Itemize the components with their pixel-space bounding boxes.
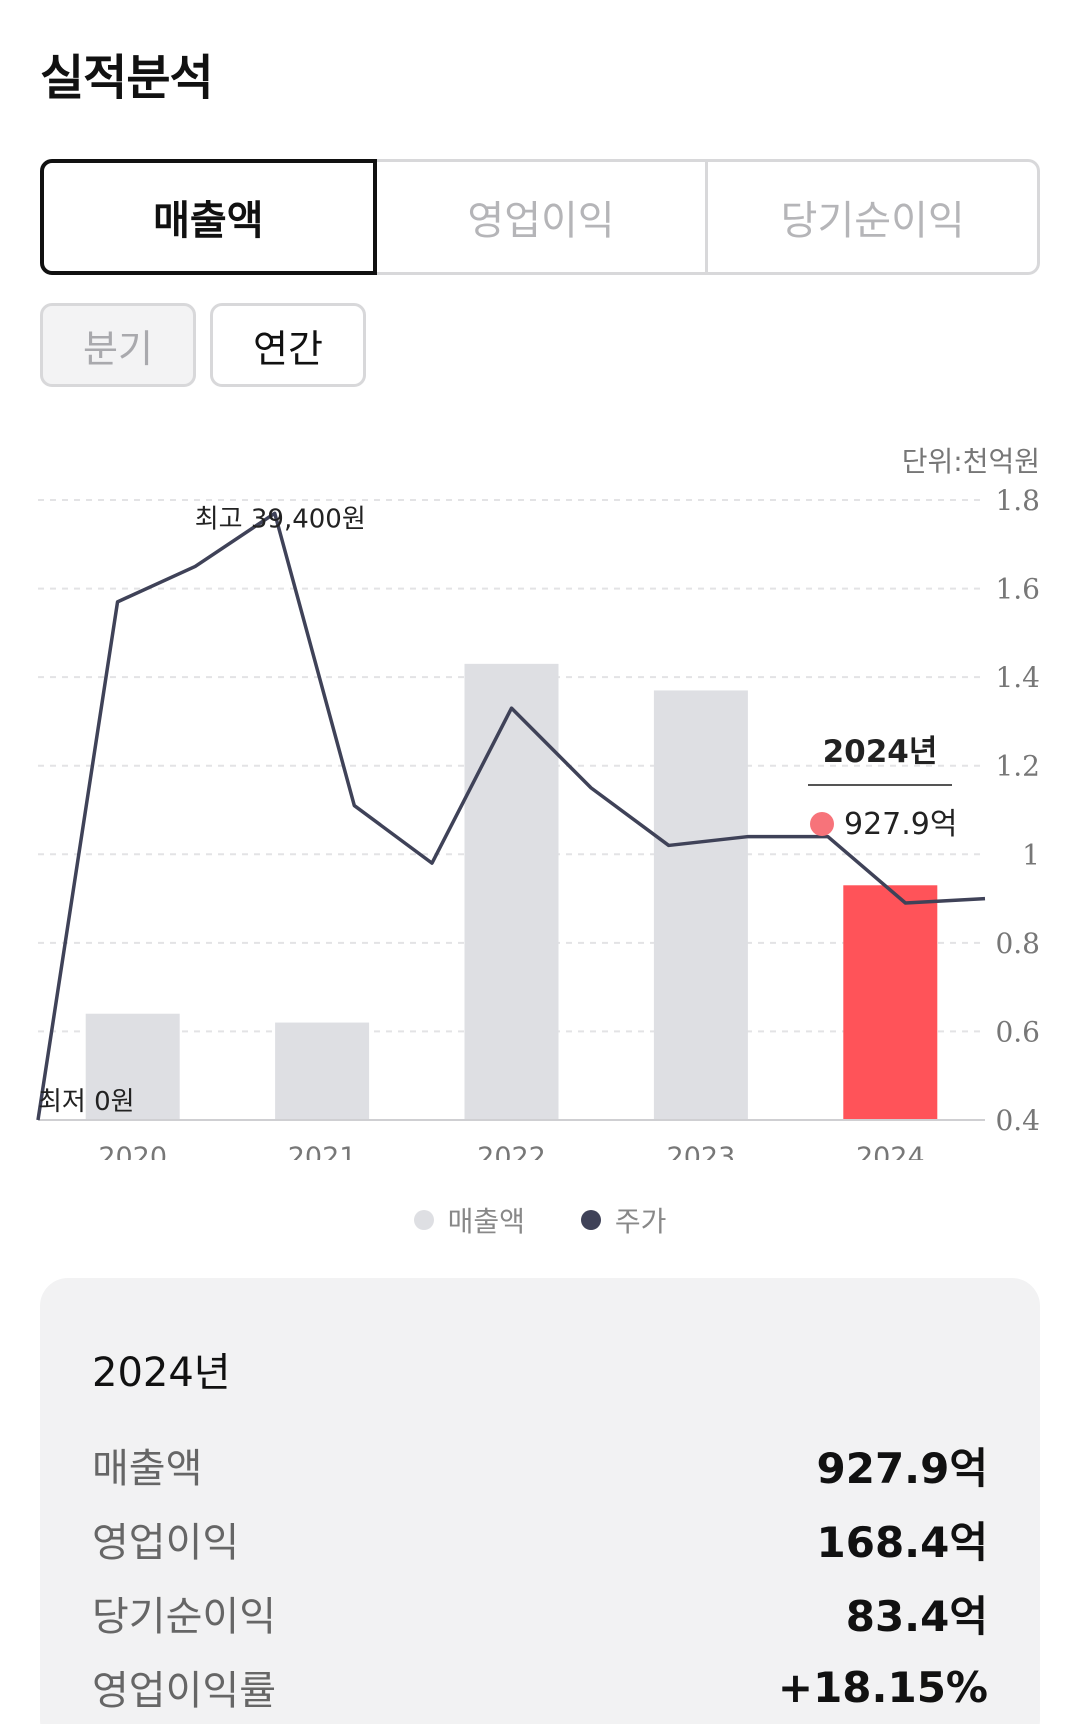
y-tick-label: 1.8 — [995, 484, 1040, 517]
summary-value: 927.9억 — [816, 1443, 989, 1493]
price-line — [36, 511, 986, 1121]
bar-2023 — [653, 690, 748, 1120]
x-tick-label: 2024 — [856, 1142, 925, 1160]
y-tick-label: 1.4 — [995, 661, 1040, 694]
tab-quarterly[interactable]: 분기 — [40, 303, 196, 387]
summary-value: 168.4억 — [816, 1517, 989, 1567]
y-tick-label: 0.4 — [995, 1104, 1040, 1137]
min-price-label: 최저 0원 — [38, 1087, 135, 1117]
bar-2024 — [843, 885, 938, 1120]
legend-price-label: 주가 — [614, 1205, 667, 1238]
legend-revenue-dot — [413, 1210, 434, 1230]
tooltip-dot — [810, 812, 834, 836]
summary-year: 2024년 — [92, 1350, 231, 1396]
unit-label: 단위:천억원 — [901, 445, 1040, 478]
x-tick-label: 2020 — [98, 1142, 167, 1160]
bar-2020 — [85, 1013, 180, 1120]
tooltip-value: 927.9억 — [844, 807, 957, 842]
summary-label: 매출액 — [92, 1446, 203, 1492]
bar-2022 — [464, 663, 559, 1120]
period-tabs: 분기 연간 — [40, 303, 366, 387]
summary-label: 당기순이익 — [92, 1594, 276, 1640]
page-title: 실적분석 — [40, 50, 214, 106]
summary-row-revenue: 매출액 927.9억 — [92, 1428, 988, 1502]
bar-2021 — [275, 1022, 370, 1120]
summary-row-net-income: 당기순이익 83.4억 — [92, 1576, 988, 1650]
revenue-chart: 1.8 1.6 1.4 1.2 1 0.8 0.6 0.4 2020 2021 2022 2023 20… — [36, 484, 1040, 1160]
y-tick-label: 1.6 — [995, 573, 1040, 606]
x-tick-label: 2021 — [288, 1142, 357, 1160]
tab-revenue[interactable]: 매출액 — [40, 159, 377, 275]
summary-value: +18.15% — [777, 1662, 988, 1712]
legend-price-dot — [580, 1210, 601, 1230]
x-tick-label: 2023 — [667, 1142, 736, 1160]
summary-label: 영업이익률 — [92, 1668, 276, 1714]
summary-label: 영업이익 — [92, 1520, 240, 1566]
chart-legend: 매출액 주가 — [0, 1200, 1080, 1240]
summary-row-operating-margin: 영업이익률 +18.15% — [92, 1650, 988, 1724]
tooltip-title: 2024년 — [823, 734, 938, 770]
y-tick-label: 0.8 — [995, 927, 1040, 960]
x-tick-label: 2022 — [477, 1142, 546, 1160]
legend-revenue-label: 매출액 — [447, 1205, 525, 1238]
metric-tabs: 매출액 영업이익 당기순이익 — [40, 159, 1041, 275]
summary-row-operating-profit: 영업이익 168.4억 — [92, 1502, 988, 1576]
y-tick-label: 1 — [1022, 838, 1040, 871]
summary-card: 2024년 매출액 927.9억 영업이익 168.4억 당기순이익 83.4억… — [40, 1278, 1040, 1724]
tab-annual[interactable]: 연간 — [210, 303, 366, 387]
summary-value: 83.4억 — [845, 1591, 988, 1641]
legend-item-revenue[interactable]: 매출액 — [413, 1200, 525, 1240]
max-price-label: 최고 39,400원 — [195, 504, 366, 534]
y-tick-label: 0.6 — [995, 1015, 1040, 1048]
legend-item-price[interactable]: 주가 — [580, 1200, 667, 1240]
tab-operating-profit[interactable]: 영업이익 — [376, 159, 709, 275]
tab-net-income[interactable]: 당기순이익 — [708, 159, 1041, 275]
y-tick-label: 1.2 — [995, 750, 1040, 783]
